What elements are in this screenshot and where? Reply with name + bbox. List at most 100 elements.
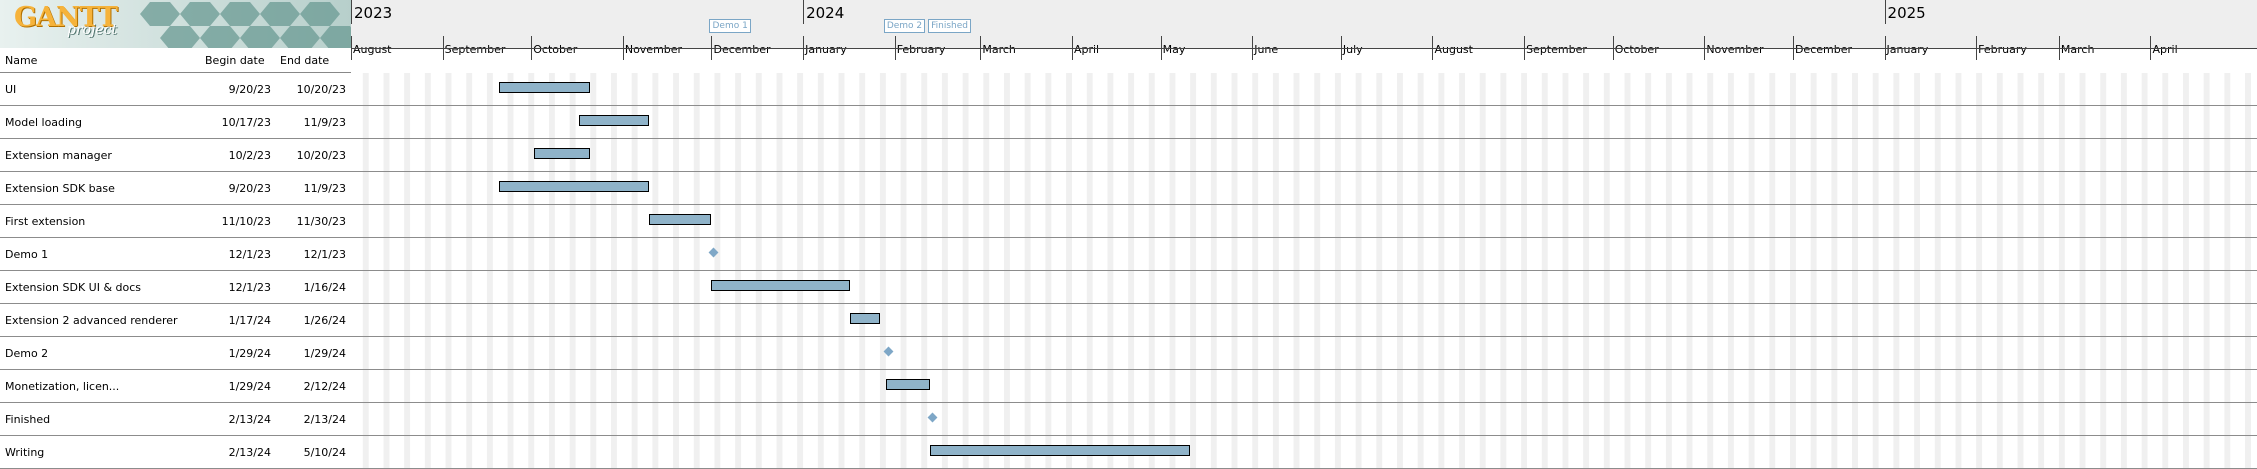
row-divider xyxy=(351,270,2257,271)
task-name: Monetization, licen... xyxy=(5,380,120,393)
task-name: Extension 2 advanced renderer xyxy=(5,314,178,327)
task-end-date: 10/20/23 xyxy=(296,149,346,162)
milestone-flag[interactable]: Demo 2 xyxy=(883,19,926,33)
year-divider xyxy=(351,0,352,24)
task-name: Extension SDK UI & docs xyxy=(5,281,142,294)
year-divider xyxy=(1884,0,1886,24)
task-bar[interactable] xyxy=(850,313,880,324)
column-headers: Name Begin date End date xyxy=(0,48,351,73)
month-label: July xyxy=(1342,43,1363,56)
task-bar[interactable] xyxy=(885,379,931,390)
row-divider xyxy=(351,402,2257,403)
task-begin-date: 1/17/24 xyxy=(228,314,271,327)
task-begin-date: 10/17/23 xyxy=(221,116,271,129)
month-label: February xyxy=(1978,43,2027,56)
task-row[interactable]: Extension SDK UI & docs 12/1/23 1/16/24 xyxy=(0,271,351,304)
task-end-date: 11/9/23 xyxy=(303,182,346,195)
task-row[interactable]: Model loading 10/17/23 11/9/23 xyxy=(0,106,351,139)
task-end-date: 11/30/23 xyxy=(296,215,346,228)
chart-grid xyxy=(351,73,2257,469)
month-label: June xyxy=(1254,43,1279,56)
logo-title: GANTT xyxy=(14,2,118,33)
task-begin-date: 2/13/24 xyxy=(228,446,271,459)
task-begin-date: 1/29/24 xyxy=(228,347,271,360)
task-list: UI 9/20/23 10/20/23 Model loading 10/17/23 11… xyxy=(0,73,351,469)
month-label: August xyxy=(353,43,392,56)
header-divider xyxy=(351,48,2257,49)
month-label: December xyxy=(713,43,771,56)
task-begin-date: 2/13/24 xyxy=(228,413,271,426)
month-label: October xyxy=(533,43,578,56)
task-name: Finished xyxy=(5,413,51,426)
task-bar[interactable] xyxy=(649,214,712,225)
task-name: First extension xyxy=(5,215,86,228)
column-header-end-date[interactable]: End date xyxy=(280,54,330,67)
milestone-flag[interactable]: Demo 1 xyxy=(709,19,751,33)
task-row[interactable]: Finished 2/13/24 2/13/24 xyxy=(0,403,351,436)
task-name: Demo 2 xyxy=(5,347,49,360)
task-row[interactable]: Monetization, licen... 1/29/24 2/12/24 xyxy=(0,370,351,403)
task-bar[interactable] xyxy=(711,280,851,291)
task-row[interactable]: Extension 2 advanced renderer 1/17/24 1/26… xyxy=(0,304,351,337)
task-bar[interactable] xyxy=(534,148,591,159)
row-divider xyxy=(351,303,2257,304)
month-label: April xyxy=(1073,43,1100,56)
month-label: September xyxy=(1526,43,1587,56)
task-name: Writing xyxy=(5,446,45,459)
month-label: September xyxy=(444,43,506,56)
ganttproject-logo: GANTT project xyxy=(0,0,351,48)
task-begin-date: 1/29/24 xyxy=(228,380,271,393)
column-header-begin-date[interactable]: Begin date xyxy=(205,54,265,67)
task-end-date: 12/1/23 xyxy=(303,248,346,261)
task-name: Demo 1 xyxy=(5,248,49,261)
task-name: UI xyxy=(5,83,17,96)
hexagon-pattern-icon xyxy=(140,2,351,48)
task-begin-date: 12/1/23 xyxy=(228,281,271,294)
task-row[interactable]: Demo 2 1/29/24 1/29/24 xyxy=(0,337,351,370)
year-label: 2023 xyxy=(354,4,393,22)
task-bar[interactable] xyxy=(578,115,650,126)
row-divider xyxy=(351,171,2257,172)
task-table-pane: GANTT project Name Begin date End date U… xyxy=(0,0,351,469)
task-end-date: 2/13/24 xyxy=(303,413,346,426)
task-end-date: 10/20/23 xyxy=(296,83,346,96)
task-begin-date: 9/20/23 xyxy=(228,83,271,96)
row-divider xyxy=(351,435,2257,436)
task-row[interactable]: Demo 1 12/1/23 12/1/23 xyxy=(0,238,351,271)
month-label: October xyxy=(1614,43,1659,56)
year-label: 2024 xyxy=(806,4,845,22)
task-row[interactable]: Writing 2/13/24 5/10/24 xyxy=(0,436,351,469)
task-begin-date: 9/20/23 xyxy=(228,182,271,195)
month-label: January xyxy=(1886,43,1929,56)
month-label: February xyxy=(896,43,946,56)
row-divider xyxy=(351,237,2257,238)
year-divider xyxy=(803,0,805,24)
task-bar[interactable] xyxy=(930,445,1191,456)
task-row[interactable]: First extension 11/10/23 11/30/23 xyxy=(0,205,351,238)
milestone-flag[interactable]: Finished xyxy=(928,19,972,33)
month-label: November xyxy=(624,43,683,56)
row-divider xyxy=(351,369,2257,370)
task-name: Model loading xyxy=(5,116,83,129)
task-bar[interactable] xyxy=(498,181,650,192)
task-end-date: 11/9/23 xyxy=(303,116,346,129)
task-end-date: 1/16/24 xyxy=(303,281,346,294)
weekend-stripes xyxy=(351,73,2257,469)
task-row[interactable]: Extension SDK base 9/20/23 11/9/23 xyxy=(0,172,351,205)
month-label: March xyxy=(982,43,1016,56)
row-divider xyxy=(351,336,2257,337)
month-label: May xyxy=(1162,43,1186,56)
task-bar[interactable] xyxy=(498,82,591,93)
column-header-name[interactable]: Name xyxy=(5,54,38,67)
row-divider xyxy=(351,204,2257,205)
task-row[interactable]: UI 9/20/23 10/20/23 xyxy=(0,73,351,106)
month-label: December xyxy=(1794,43,1852,56)
task-end-date: 1/26/24 xyxy=(303,314,346,327)
task-end-date: 5/10/24 xyxy=(303,446,346,459)
gantt-chart[interactable]: 2023 2024 2025 August September October Novem… xyxy=(351,0,2257,469)
task-begin-date: 12/1/23 xyxy=(228,248,271,261)
task-begin-date: 11/10/23 xyxy=(221,215,271,228)
year-header: 2023 2024 2025 xyxy=(351,0,2257,24)
task-row[interactable]: Extension manager 10/2/23 10/20/23 xyxy=(0,139,351,172)
task-end-date: 1/29/24 xyxy=(303,347,346,360)
